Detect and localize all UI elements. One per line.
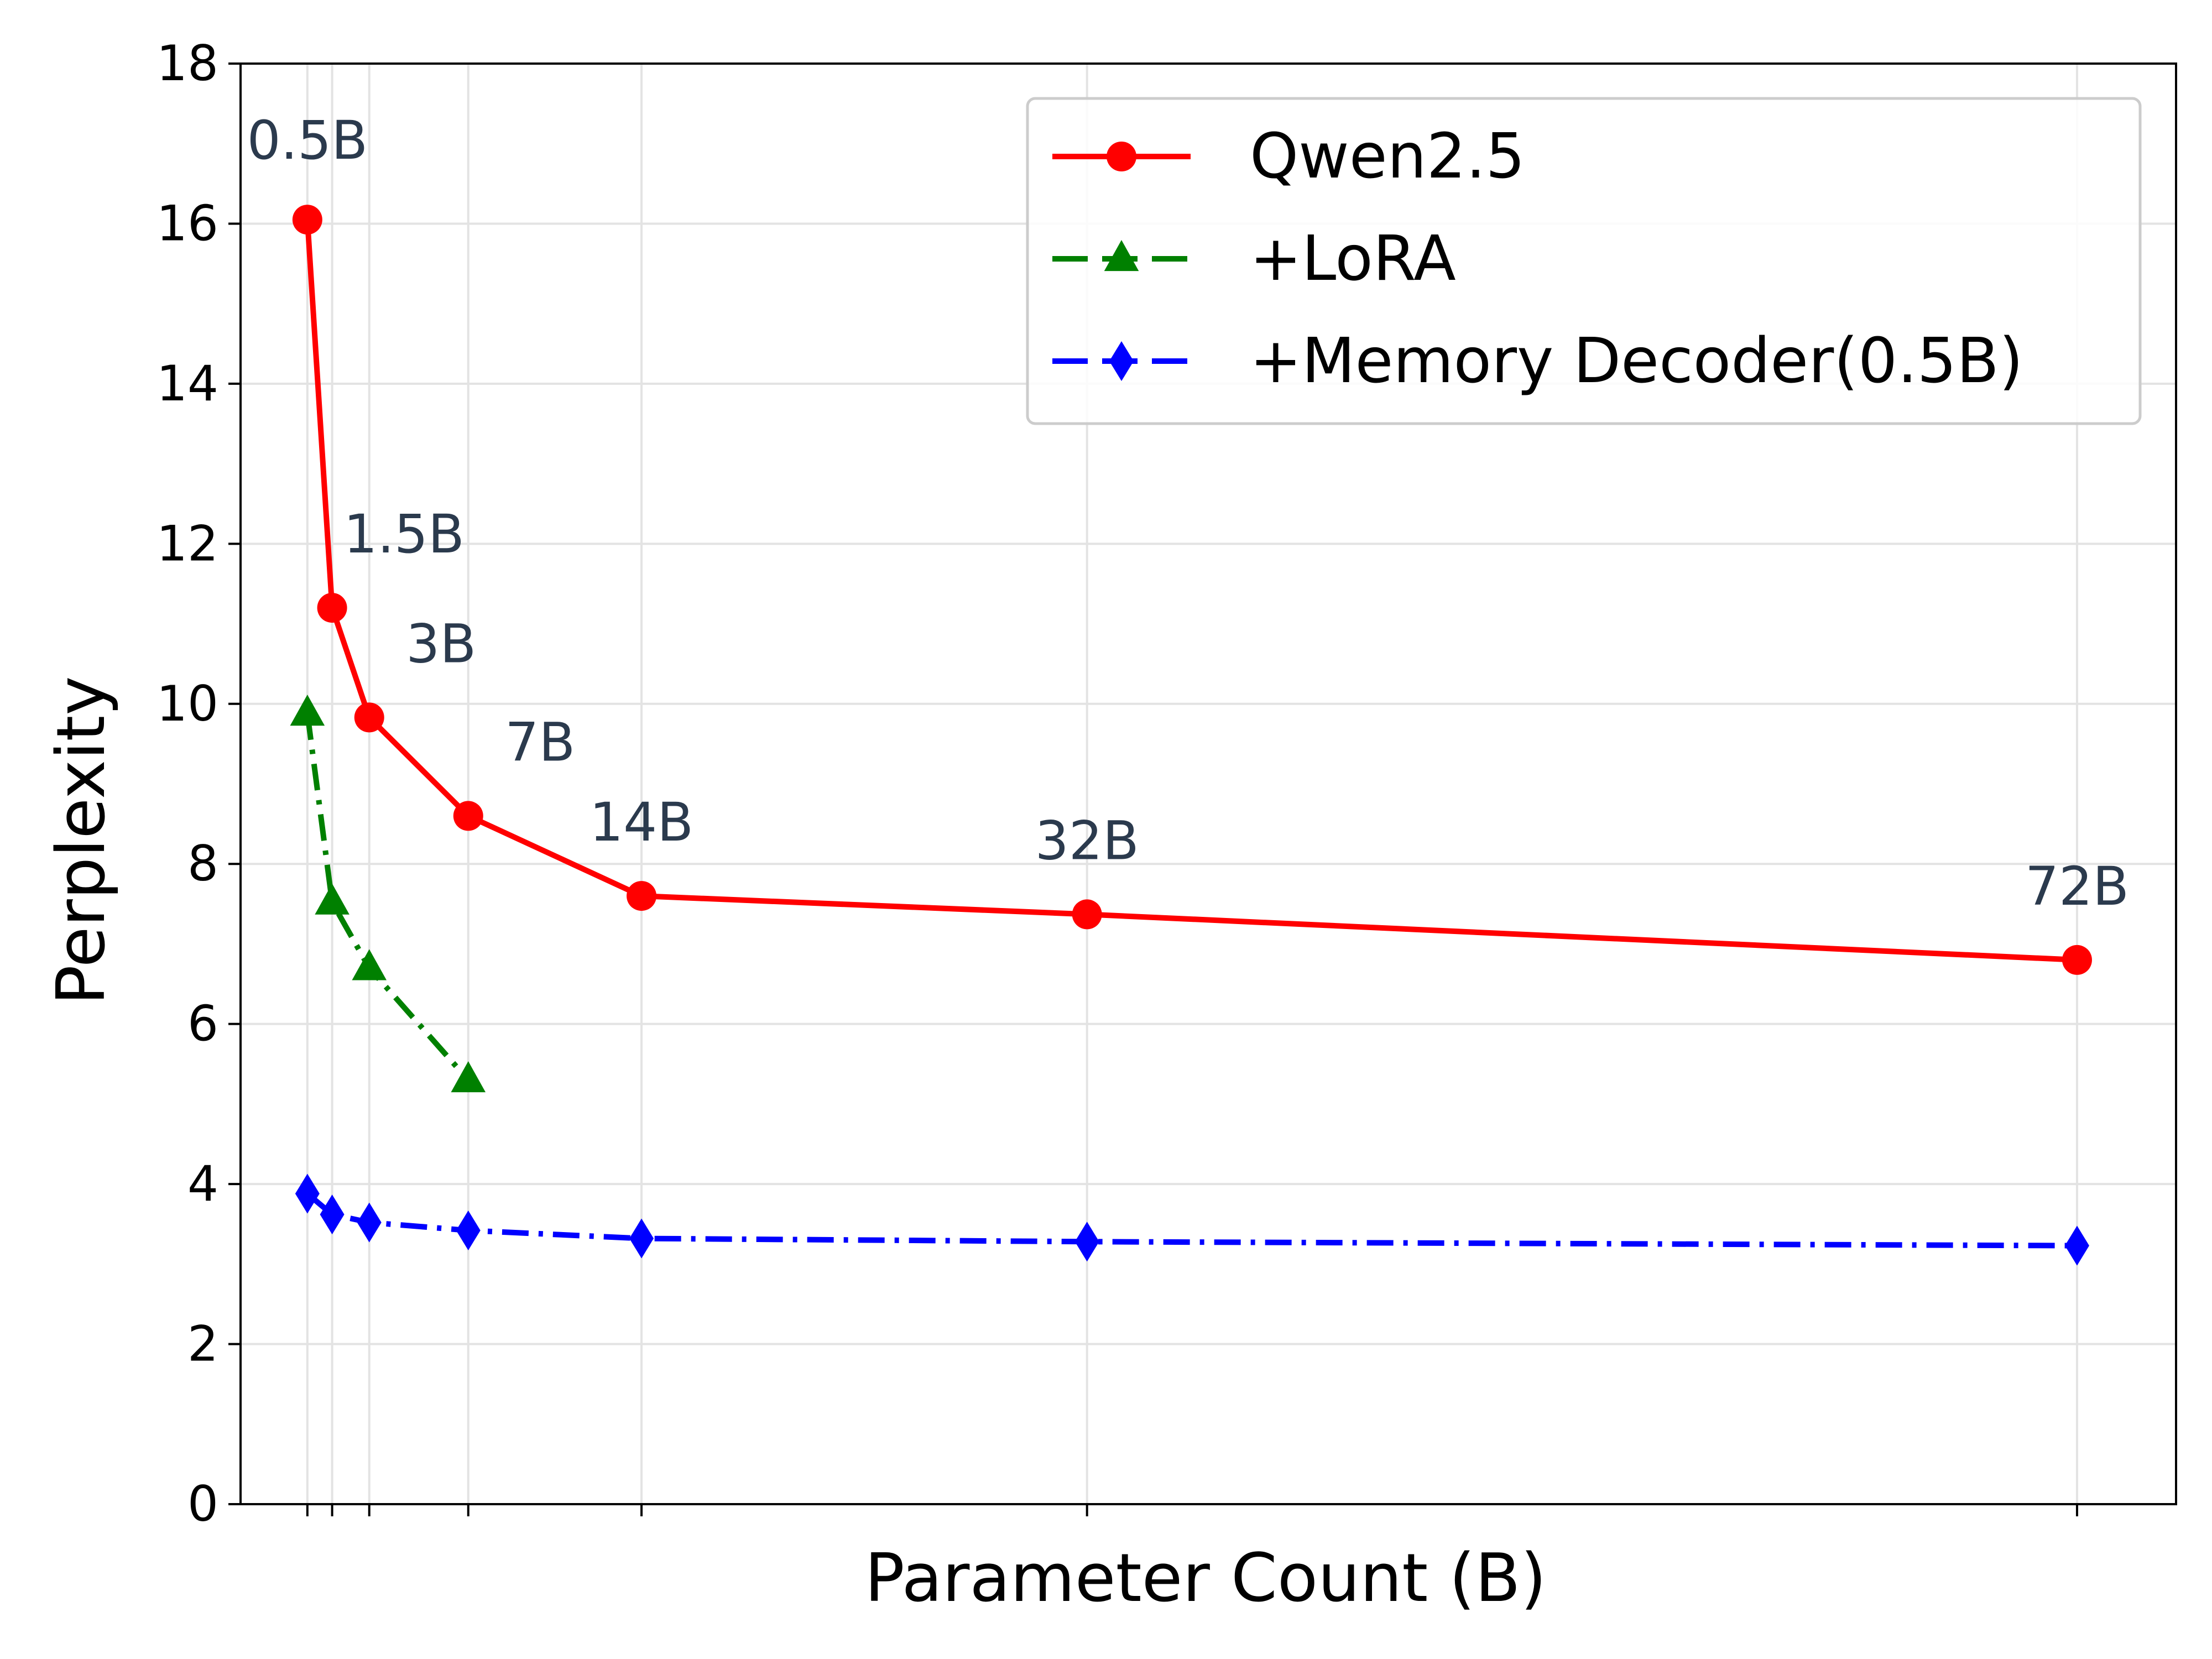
y-tick-label: 18 xyxy=(156,35,218,92)
legend-label: +Memory Decoder(0.5B) xyxy=(1250,325,2023,397)
y-tick-label: 12 xyxy=(156,515,218,572)
series xyxy=(290,205,2092,1266)
data-point-circle xyxy=(317,593,347,623)
data-point-diamond xyxy=(1074,1222,1099,1262)
data-point-circle xyxy=(354,702,384,733)
point-label: 14B xyxy=(589,791,693,853)
data-point-circle xyxy=(1107,142,1136,171)
data-point-circle xyxy=(1072,899,1102,930)
y-tick-label: 2 xyxy=(187,1316,218,1373)
legend-item: Qwen2.5 xyxy=(1052,121,1525,192)
series-qwen2-5 xyxy=(292,205,2092,975)
legend-box xyxy=(1026,97,2142,425)
series-lora xyxy=(290,695,486,1093)
data-point-diamond xyxy=(295,1173,320,1214)
y-tick-label: 16 xyxy=(156,195,218,252)
y-tick-label: 0 xyxy=(187,1475,218,1532)
plot-frame xyxy=(239,62,2177,1505)
y-tick-label: 4 xyxy=(187,1155,218,1212)
legend: Qwen2.5 +LoRA +Memory Decoder(0.5B) xyxy=(1026,97,2142,425)
y-tick-label: 8 xyxy=(187,835,218,892)
data-point-diamond xyxy=(357,1202,382,1243)
data-point-triangle xyxy=(290,695,325,726)
y-axis-label: Perplexity xyxy=(43,676,120,1005)
point-label: 72B xyxy=(2025,855,2129,917)
legend-item: +LoRA xyxy=(1052,223,1456,295)
data-point-diamond xyxy=(629,1218,654,1259)
point-label: 7B xyxy=(505,711,575,773)
data-point-triangle xyxy=(315,883,349,915)
data-point-diamond xyxy=(1109,341,1134,381)
series-line xyxy=(304,713,471,1082)
point-label: 3B xyxy=(406,613,476,675)
y-tick-label: 6 xyxy=(187,995,218,1052)
data-point-diamond xyxy=(456,1211,481,1251)
data-point-triangle xyxy=(451,1061,486,1093)
data-point-triangle xyxy=(1104,240,1139,272)
data-point-circle xyxy=(627,881,657,911)
y-tick-label: 14 xyxy=(156,355,218,412)
point-label: 32B xyxy=(1035,810,1139,872)
legend-label: Qwen2.5 xyxy=(1250,121,1525,192)
data-point-diamond xyxy=(2064,1225,2089,1266)
legend-label: +LoRA xyxy=(1250,223,1456,295)
data-point-diamond xyxy=(320,1194,345,1235)
series-memory-decoder-0-5b xyxy=(295,1173,2089,1266)
point-label: 0.5B xyxy=(247,109,368,171)
x-axis-label: Parameter Count (B) xyxy=(865,1540,1547,1617)
data-point-circle xyxy=(453,801,483,831)
data-point-circle xyxy=(2062,945,2092,975)
data-point-triangle xyxy=(352,949,387,980)
legend-item: +Memory Decoder(0.5B) xyxy=(1052,325,2023,397)
axes: 0 2 4 6 8 10 12 14 16 18 xyxy=(156,35,2177,1532)
point-label: 1.5B xyxy=(343,503,465,565)
data-point-circle xyxy=(292,205,322,235)
y-tick-label: 10 xyxy=(156,675,218,732)
